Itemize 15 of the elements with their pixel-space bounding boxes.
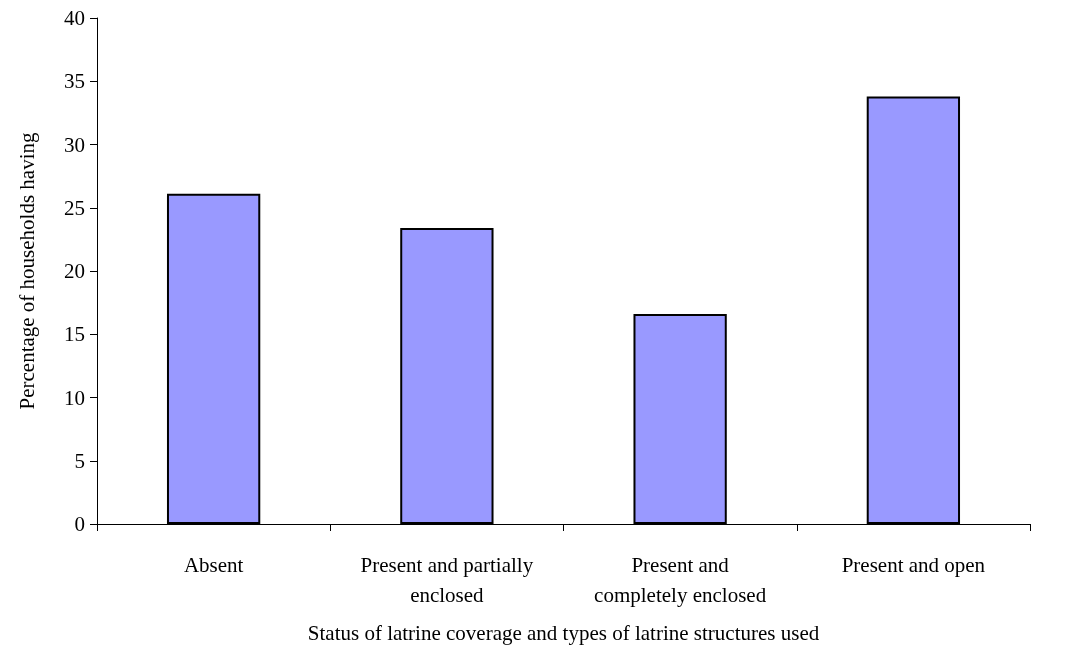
y-axis-title: Percentage of households having: [14, 132, 39, 410]
y-tick-label: 20: [64, 259, 85, 283]
x-tick-label: Absent: [183, 553, 244, 577]
y-tick-label: 0: [74, 512, 85, 536]
y-tick-label: 15: [64, 322, 85, 347]
x-tick-label: Present and open: [841, 553, 986, 577]
y-tick-label: 40: [64, 6, 85, 30]
y-tick-label: 25: [64, 195, 85, 220]
y-tick-label: 30: [64, 132, 85, 157]
x-axis-title: Status of latrine coverage and types of latrine structures used: [307, 620, 820, 645]
x-tick-label: Present and completely enclosed: [594, 553, 767, 607]
x-tick-label: Present and partially enclosed: [360, 553, 534, 607]
y-tick-label: 5: [74, 448, 85, 473]
y-tick-label: 10: [64, 385, 85, 410]
y-tick-label: 35: [64, 69, 85, 94]
